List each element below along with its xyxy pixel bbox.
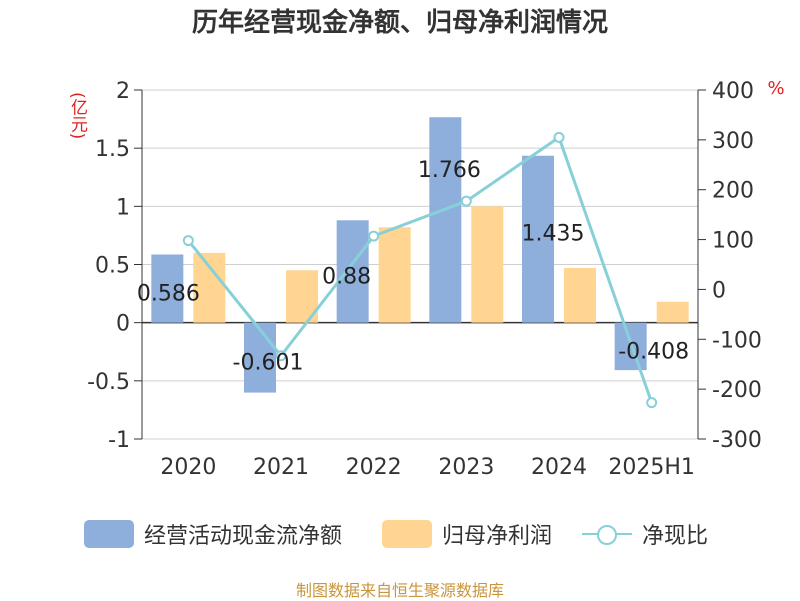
right-tick-label: 400 — [712, 79, 754, 104]
bar-cash-flow — [429, 117, 462, 323]
point-ratio — [460, 195, 472, 207]
x-tick-label: 2025H1 — [608, 455, 695, 480]
left-tick-label: 1.5 — [95, 137, 130, 162]
point-ratio — [275, 350, 287, 362]
point-ratio — [646, 397, 658, 409]
right-tick-label: 0 — [712, 278, 726, 303]
right-tick-label: -200 — [712, 378, 762, 403]
data-label-cash-flow: 1.766 — [418, 158, 481, 183]
source-note: 制图数据来自恒生聚源数据库 — [295, 581, 504, 600]
x-tick-label: 2021 — [253, 455, 309, 480]
right-tick-label: 300 — [712, 129, 754, 154]
bar-net-profit — [564, 267, 596, 323]
legend: 经营活动现金流净额 归母净利润 净现比 — [0, 516, 800, 552]
point-ratio — [553, 131, 565, 143]
legend-label-net-profit: 归母净利润 — [442, 524, 553, 549]
data-label-cash-flow: -0.601 — [233, 351, 304, 376]
data-label-cash-flow: 0.88 — [322, 264, 371, 289]
right-axis-unit: % — [767, 78, 785, 99]
left-tick-label: -0.5 — [87, 370, 130, 395]
left-tick-label: 0.5 — [95, 254, 130, 279]
left-tick-label: 0 — [116, 312, 130, 337]
x-tick-label: 2024 — [531, 455, 587, 480]
data-label-cash-flow: 1.435 — [522, 222, 585, 247]
point-ratio — [182, 235, 194, 247]
data-label-cash-flow: 0.586 — [137, 282, 200, 307]
legend-item-net-profit[interactable]: 归母净利润 — [382, 516, 552, 552]
right-tick-label: 100 — [712, 229, 754, 254]
legend-label-cash-flow: 经营活动现金流净额 — [144, 524, 343, 549]
x-tick-label: 2023 — [438, 455, 494, 480]
point-ratio — [368, 230, 380, 242]
line-ratio — [187, 135, 654, 404]
right-tick-label: -300 — [712, 428, 762, 453]
legend-swatch-net-profit — [382, 520, 432, 548]
legend-item-cash-flow[interactable]: 经营活动现金流净额 — [84, 516, 342, 552]
bar-net-profit — [378, 227, 411, 323]
bar-cash-flow — [244, 322, 276, 393]
left-tick-label: -1 — [108, 428, 130, 453]
right-tick-label: -100 — [712, 328, 762, 353]
bar-net-profit — [471, 206, 504, 323]
legend-item-ratio[interactable]: 净现比 — [582, 516, 708, 552]
left-tick-label: 2 — [116, 79, 130, 104]
bar-cash-flow — [151, 254, 184, 323]
legend-swatch-cash-flow — [84, 520, 134, 548]
chart-title: 历年经营现金净额、归母净利润情况 — [191, 8, 608, 38]
left-axis-unit: (亿元) — [67, 92, 87, 140]
bar-cash-flow — [522, 155, 554, 323]
legend-label-ratio: 净现比 — [642, 524, 709, 549]
x-tick-label: 2020 — [160, 455, 216, 480]
data-label-cash-flow: -0.408 — [618, 339, 689, 364]
right-tick-label: 200 — [712, 179, 754, 204]
left-tick-label: 1 — [116, 195, 130, 220]
bar-net-profit — [656, 301, 689, 323]
bar-cash-flow — [336, 220, 369, 323]
legend-line-ratio-icon — [582, 520, 632, 548]
x-tick-label: 2022 — [346, 455, 402, 480]
